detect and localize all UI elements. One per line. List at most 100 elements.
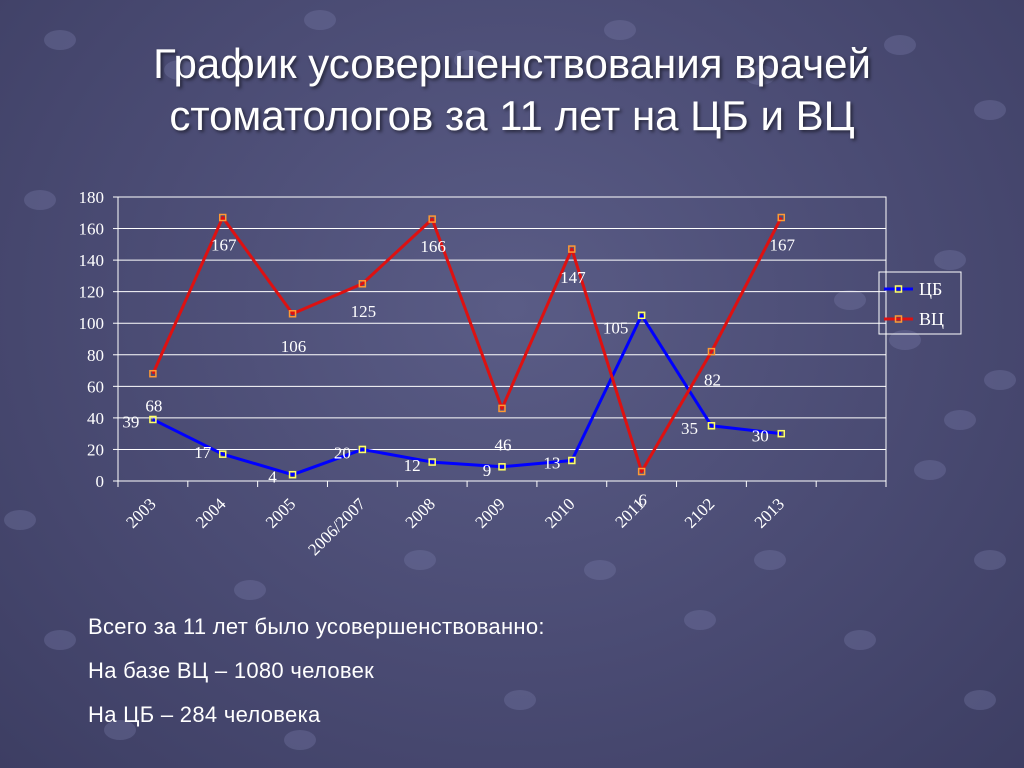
background-dot <box>754 550 786 570</box>
summary-line-cb: На ЦБ – 284 человека <box>88 702 321 727</box>
background-dot <box>234 580 266 600</box>
data-label: 68 <box>145 397 162 416</box>
data-point-marker <box>428 458 436 466</box>
y-tick-label: 20 <box>87 440 104 459</box>
background-dot <box>974 550 1006 570</box>
y-tick-label: 0 <box>96 472 105 491</box>
data-label: 12 <box>404 456 421 475</box>
data-point-marker <box>288 470 297 479</box>
data-point-marker <box>149 415 157 424</box>
legend-label: ВЦ <box>919 309 944 329</box>
x-tick-label: 2006/2007 <box>304 494 369 559</box>
background-dot <box>844 630 876 650</box>
data-point-marker <box>568 245 576 253</box>
data-point-marker <box>498 404 506 413</box>
background-dot <box>964 690 996 710</box>
data-label: 20 <box>334 443 351 462</box>
data-point-marker <box>777 429 786 438</box>
legend-swatch-marker <box>894 315 903 323</box>
background-dot <box>404 550 436 570</box>
slide-title: График усовершенствования врачей стомато… <box>40 38 984 142</box>
background-dot <box>684 610 716 630</box>
slide-title-line-1: График усовершенствования врачей <box>153 40 871 87</box>
data-label: 35 <box>681 419 698 438</box>
x-tick-label: 2102 <box>681 494 718 531</box>
background-dot <box>164 60 196 80</box>
background-dot <box>744 65 776 85</box>
series-line <box>152 313 782 477</box>
background-dot <box>304 10 336 30</box>
y-tick-label: 80 <box>87 346 104 365</box>
data-label: 30 <box>752 427 769 446</box>
background-dot <box>834 290 866 310</box>
data-point-marker <box>358 445 367 454</box>
data-point-marker <box>707 422 716 430</box>
data-label: 147 <box>560 268 586 287</box>
y-tick-label: 140 <box>79 251 105 270</box>
x-tick-label: 2010 <box>541 494 578 531</box>
data-point-marker <box>707 347 716 356</box>
data-label: 167 <box>211 236 237 255</box>
summary-text: Всего за 11 лет было усовершенствованно:… <box>88 605 545 737</box>
background-dot <box>884 35 916 55</box>
background-dot <box>44 30 76 50</box>
background-dot <box>454 50 486 70</box>
data-label: 46 <box>495 435 512 454</box>
data-label: 82 <box>704 371 721 390</box>
data-point-marker <box>288 310 297 318</box>
background-dot <box>914 460 946 480</box>
data-label: 105 <box>603 318 629 337</box>
data-point-marker <box>428 215 436 223</box>
y-tick-label: 160 <box>79 220 105 239</box>
slide-title-line-2: стоматологов за 11 лет на ЦБ и ВЦ <box>169 92 855 139</box>
data-label: 17 <box>194 443 212 462</box>
data-point-marker <box>149 369 157 378</box>
background-dot <box>934 250 966 270</box>
data-label: 167 <box>770 236 796 255</box>
summary-line-total: Всего за 11 лет было усовершенствованно: <box>88 614 545 639</box>
y-tick-label: 180 <box>79 188 105 207</box>
data-point-marker <box>568 456 576 465</box>
data-point-marker <box>637 467 646 476</box>
series-line <box>151 216 783 474</box>
legend-swatch-marker <box>894 285 903 293</box>
x-tick-label: 2005 <box>262 494 299 531</box>
data-label: 106 <box>281 337 307 356</box>
background-dot <box>604 20 636 40</box>
x-tick-label: 2004 <box>192 494 230 532</box>
x-tick-label: 2003 <box>122 494 159 531</box>
y-tick-label: 60 <box>87 377 104 396</box>
data-point-marker <box>498 463 506 471</box>
background-dot <box>104 720 136 740</box>
data-label: 125 <box>351 302 377 321</box>
summary-line-vc: На базе ВЦ – 1080 человек <box>88 658 375 683</box>
data-point-marker <box>358 280 367 288</box>
data-label: 9 <box>483 461 492 480</box>
x-tick-label: 2009 <box>471 494 508 531</box>
data-point-marker <box>637 311 646 320</box>
data-point-marker <box>777 213 786 222</box>
data-label: 6 <box>638 491 647 510</box>
data-label: 4 <box>268 468 277 487</box>
y-tick-label: 100 <box>79 314 105 333</box>
x-tick-label: 2008 <box>402 494 439 531</box>
data-label: 39 <box>122 412 139 431</box>
background-dot <box>504 690 536 710</box>
x-tick-label: 2013 <box>751 494 788 531</box>
background-dot <box>4 510 36 530</box>
background-dot <box>944 410 976 430</box>
data-label: 166 <box>420 237 446 256</box>
background-dot <box>974 100 1006 120</box>
background-dot <box>44 630 76 650</box>
background-dot <box>284 730 316 750</box>
background-dot <box>889 330 921 350</box>
legend-label: ЦБ <box>919 279 942 299</box>
background-dot <box>24 190 56 210</box>
y-tick-label: 120 <box>79 283 105 302</box>
data-label: 13 <box>543 453 560 472</box>
y-tick-label: 40 <box>87 409 104 428</box>
data-point-marker <box>218 450 227 458</box>
background-dot <box>984 370 1016 390</box>
